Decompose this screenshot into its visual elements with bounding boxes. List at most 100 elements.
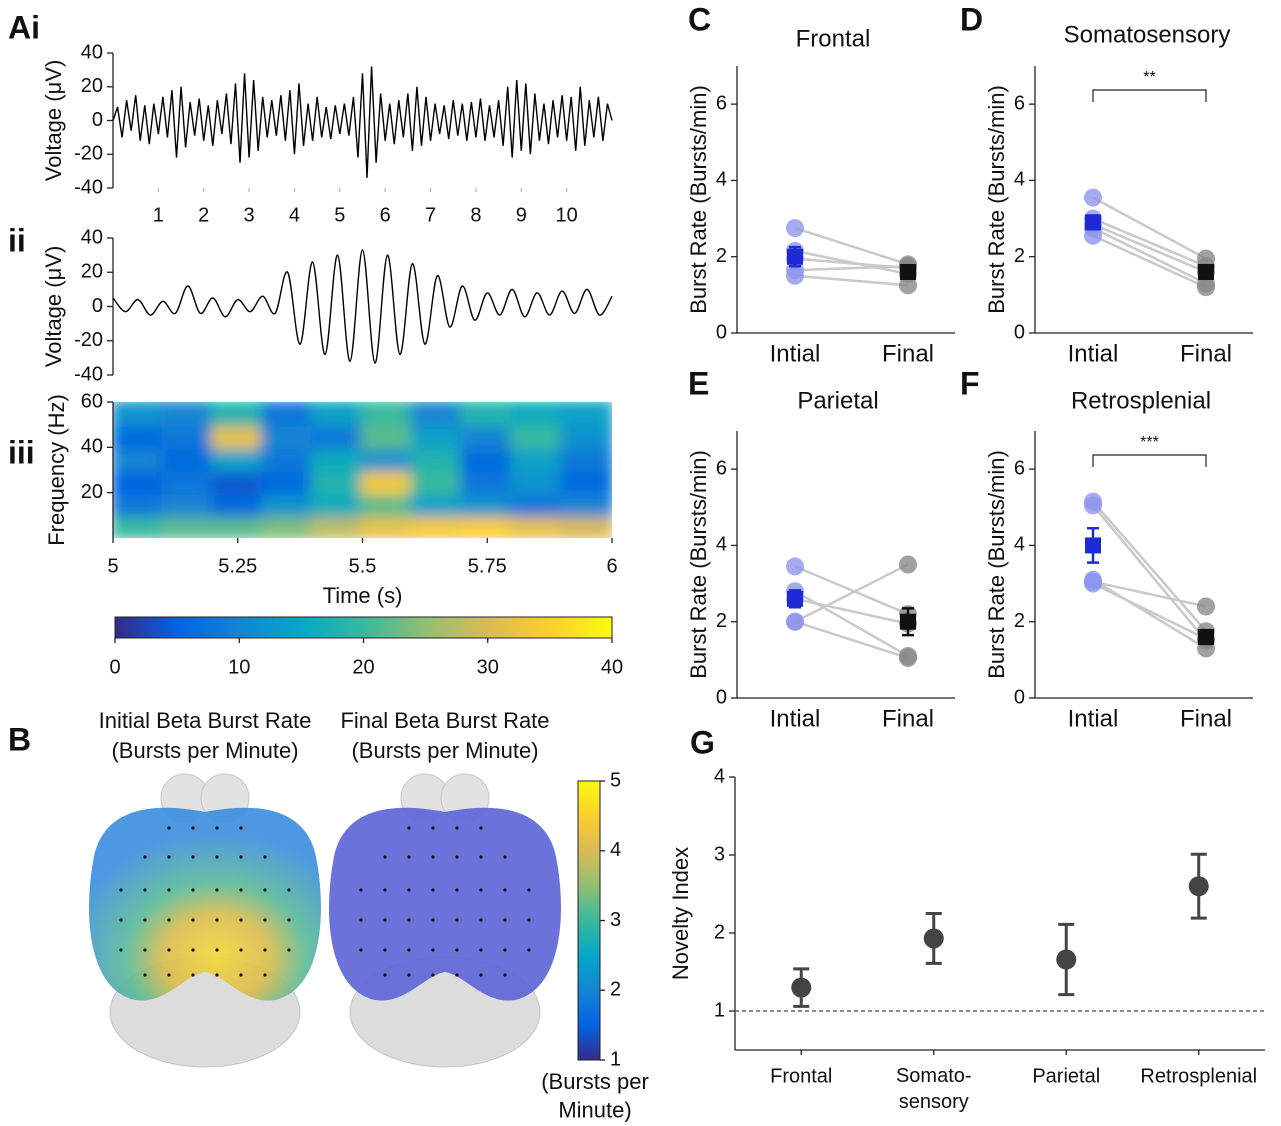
y-tick-label: 6 xyxy=(716,92,727,114)
x-tick-label: 7 xyxy=(425,204,436,226)
y-tick-label: 2 xyxy=(716,245,727,267)
y-tick-label: 4 xyxy=(1014,534,1025,556)
subject-dot xyxy=(1197,597,1215,615)
colorbar-tick-label: 4 xyxy=(610,839,621,861)
heat-cell xyxy=(361,400,415,427)
mean-marker xyxy=(1198,264,1214,280)
panel-label: C xyxy=(688,1,711,37)
heat-cell xyxy=(460,400,514,427)
figure: Ai-40-2002040Voltage (μV)12345678910ii-4… xyxy=(0,0,1281,1126)
heat-cell xyxy=(161,445,215,472)
subject-dot xyxy=(1197,278,1215,296)
electrode xyxy=(119,918,122,921)
page: {"chart_data": [ {"type": "line", "panel… xyxy=(0,0,1281,1126)
electrode xyxy=(287,918,290,921)
y-tick-label: 20 xyxy=(81,481,103,503)
subject-dot xyxy=(1084,496,1102,514)
electrode xyxy=(167,826,170,829)
electrode xyxy=(431,855,434,858)
colorbar-tick-label: 1 xyxy=(610,1048,621,1070)
mean-marker xyxy=(1085,537,1101,553)
electrode xyxy=(191,826,194,829)
electrode xyxy=(479,826,482,829)
y-axis-label: Voltage (μV) xyxy=(41,246,66,368)
electrode xyxy=(407,888,410,891)
electrode xyxy=(479,918,482,921)
electrode xyxy=(479,948,482,951)
electrode xyxy=(503,855,506,858)
x-tick-label: Intial xyxy=(1068,705,1119,732)
panel-label: E xyxy=(688,365,709,401)
colorbar-tick-label: 20 xyxy=(352,656,374,678)
y-axis-label: Burst Rate (Bursts/min) xyxy=(686,85,711,314)
electrode xyxy=(503,918,506,921)
cortex-map xyxy=(329,808,561,1001)
y-tick-label: 4 xyxy=(716,534,727,556)
heat-cell xyxy=(510,400,564,427)
panel-label: ii xyxy=(8,222,26,258)
electrode xyxy=(431,948,434,951)
x-tick-label: 2 xyxy=(198,204,209,226)
y-tick-label: 0 xyxy=(716,321,727,343)
heat-cell xyxy=(261,400,315,427)
x-tick-label: Intial xyxy=(1068,340,1119,367)
x-tick-label: Intial xyxy=(770,705,821,732)
spectrogram xyxy=(111,400,614,540)
y-tick-label: 6 xyxy=(716,457,727,479)
x-tick-label: 1 xyxy=(153,204,164,226)
electrode xyxy=(431,888,434,891)
x-tick-label: Retrosplenial xyxy=(1140,1065,1257,1087)
electrode xyxy=(479,888,482,891)
electrode xyxy=(119,888,122,891)
x-axis-label: Time (s) xyxy=(323,583,403,608)
y-tick-label: 0 xyxy=(92,109,103,131)
electrode xyxy=(263,855,266,858)
colorbar-tick-label: 5 xyxy=(610,769,621,791)
map-subtitle: (Bursts per Minute) xyxy=(111,738,298,763)
y-tick-label: -40 xyxy=(74,363,103,385)
subject-dot xyxy=(1084,575,1102,593)
electrode xyxy=(359,918,362,921)
y-tick-label: 4 xyxy=(1014,169,1025,191)
heat-cell xyxy=(211,400,265,427)
spectrogram-cells xyxy=(111,400,614,540)
electrode xyxy=(455,918,458,921)
chart-title: Retrosplenial xyxy=(1071,387,1211,414)
electrode xyxy=(287,948,290,951)
significance-label: ** xyxy=(1143,69,1155,86)
heat-cell xyxy=(460,445,514,472)
subject-dot xyxy=(786,557,804,575)
electrode xyxy=(167,948,170,951)
electrode xyxy=(263,948,266,951)
colorbar-tick-label: 10 xyxy=(228,656,250,678)
subject-dot xyxy=(786,267,804,285)
y-axis-label: Frequency (Hz) xyxy=(44,394,69,546)
point xyxy=(924,928,944,948)
electrode xyxy=(479,855,482,858)
electrode xyxy=(503,888,506,891)
map-subtitle: (Bursts per Minute) xyxy=(351,738,538,763)
electrode xyxy=(143,855,146,858)
y-tick-label: 2 xyxy=(1014,610,1025,632)
x-tick-label: Final xyxy=(1180,340,1232,367)
cortex-map xyxy=(89,808,321,1001)
electrode xyxy=(215,973,218,976)
electrode xyxy=(383,973,386,976)
heat-cell xyxy=(361,445,415,472)
electrode xyxy=(455,855,458,858)
x-tick-label: 8 xyxy=(470,204,481,226)
electrode xyxy=(239,888,242,891)
electrode xyxy=(503,973,506,976)
electrode xyxy=(287,888,290,891)
heat-cell xyxy=(161,400,215,427)
chart-title: Frontal xyxy=(796,25,871,52)
point xyxy=(1056,950,1076,970)
colorbar-tick-label: 2 xyxy=(610,979,621,1001)
mean-marker xyxy=(787,591,803,607)
electrode xyxy=(191,948,194,951)
electrode xyxy=(191,918,194,921)
point xyxy=(791,978,811,998)
y-tick-label: 2 xyxy=(1014,245,1025,267)
electrode xyxy=(263,888,266,891)
electrode xyxy=(191,855,194,858)
